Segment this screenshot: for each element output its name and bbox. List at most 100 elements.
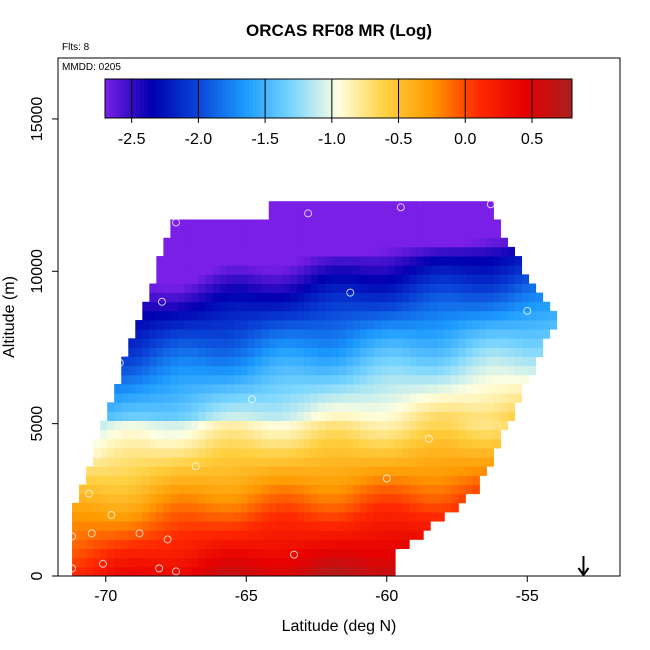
heatmap-cell <box>451 420 459 431</box>
heatmap-cell <box>479 420 487 431</box>
heatmap-cell <box>114 493 122 504</box>
heatmap-cell <box>346 283 354 294</box>
heatmap-cell <box>198 356 206 367</box>
heatmap-cell <box>254 512 263 522</box>
heatmap-cell <box>324 219 333 230</box>
heatmap-cell <box>268 210 277 220</box>
heatmap-cell <box>416 374 424 385</box>
colorbar-swatch <box>315 79 320 118</box>
heatmap-cell <box>381 347 389 358</box>
heatmap-cell <box>219 274 227 284</box>
heatmap-cell <box>423 429 431 440</box>
heatmap-cell <box>388 292 396 303</box>
heatmap-cell <box>339 448 347 458</box>
heatmap-cell <box>219 557 227 568</box>
heatmap-cell <box>521 310 530 321</box>
heatmap-cell <box>402 237 410 248</box>
colorbar-tick-label: 0.5 <box>521 131 543 148</box>
colorbar-swatch <box>494 79 499 118</box>
heatmap-cell <box>339 530 347 540</box>
heatmap-cell <box>289 557 298 568</box>
heatmap-cell <box>381 402 389 412</box>
heatmap-cell <box>289 493 298 504</box>
heatmap-cell <box>156 310 164 321</box>
heatmap-cell <box>205 420 213 431</box>
profile-point <box>98 559 107 568</box>
heatmap-cell <box>486 347 494 358</box>
heatmap-cell <box>500 310 508 321</box>
colorbar-swatch <box>229 79 234 118</box>
heatmap-cell <box>205 448 213 458</box>
heatmap-cell <box>254 429 263 440</box>
heatmap-cell <box>212 283 220 294</box>
heatmap-cell <box>282 530 291 540</box>
heatmap-cell <box>514 320 523 330</box>
heatmap-cell <box>296 438 305 449</box>
heatmap-cell <box>423 502 431 513</box>
heatmap-cell <box>93 484 101 495</box>
heatmap-cell <box>324 438 333 449</box>
colorbar-swatch <box>280 79 285 118</box>
heatmap-cell <box>247 274 256 284</box>
heatmap-cell <box>275 484 284 495</box>
heatmap-cell <box>367 539 375 549</box>
heatmap-cell <box>331 310 340 321</box>
heatmap-cell <box>275 521 284 531</box>
heatmap-cell <box>275 256 284 266</box>
heatmap-cell <box>177 484 185 495</box>
heatmap-cell <box>303 539 312 549</box>
heatmap-cell <box>367 310 375 321</box>
heatmap-cell <box>219 237 227 248</box>
heatmap-cell <box>353 246 361 257</box>
heatmap-cell <box>282 475 291 485</box>
heatmap-cell <box>156 466 164 476</box>
heatmap-cell <box>324 448 333 458</box>
heatmap-cell <box>388 228 396 239</box>
heatmap-cell <box>212 338 220 348</box>
heatmap-cell <box>261 310 270 321</box>
heatmap-cell <box>205 274 213 284</box>
heatmap-cell <box>212 457 220 467</box>
heatmap-cell <box>149 329 157 339</box>
heatmap-cell <box>374 539 382 549</box>
heatmap-cell <box>86 502 94 513</box>
heatmap-cell <box>191 219 199 230</box>
heatmap-cell <box>451 402 459 412</box>
heatmap-cell <box>395 484 403 495</box>
heatmap-cell <box>303 320 312 330</box>
heatmap-cell <box>170 320 178 330</box>
heatmap-cell <box>402 365 410 376</box>
heatmap-cell <box>240 219 249 230</box>
colorbar-swatch <box>501 79 507 118</box>
heatmap-cell <box>458 347 466 358</box>
heatmap-cell <box>191 457 199 467</box>
heatmap-cell <box>402 429 410 440</box>
heatmap-cell <box>486 256 494 266</box>
heatmap-cell <box>507 411 516 421</box>
heatmap-cell <box>324 237 333 248</box>
heatmap-cell <box>444 365 452 376</box>
heatmap-cell <box>317 402 326 412</box>
heatmap-cell <box>296 237 305 248</box>
heatmap-cell <box>198 365 206 376</box>
heatmap-cell <box>100 475 108 485</box>
heatmap-cell <box>430 393 438 403</box>
heatmap-cell <box>100 566 108 577</box>
heatmap-cell <box>331 201 340 211</box>
heatmap-cell <box>353 374 361 385</box>
heatmap-cell <box>219 265 227 275</box>
heatmap-cell <box>388 310 396 321</box>
heatmap-cell <box>444 210 452 220</box>
heatmap-cell <box>367 548 375 559</box>
heatmap-cell <box>346 274 354 284</box>
heatmap-cell <box>423 210 431 220</box>
heatmap-cell <box>128 448 136 458</box>
heatmap-cell <box>346 237 354 248</box>
heatmap-cell <box>296 539 305 549</box>
heatmap-cell <box>156 429 164 440</box>
heatmap-cell <box>346 438 354 449</box>
heatmap-cell <box>310 530 319 540</box>
heatmap-cell <box>247 256 256 266</box>
profile-point <box>157 297 166 306</box>
heatmap-cell <box>184 438 192 449</box>
